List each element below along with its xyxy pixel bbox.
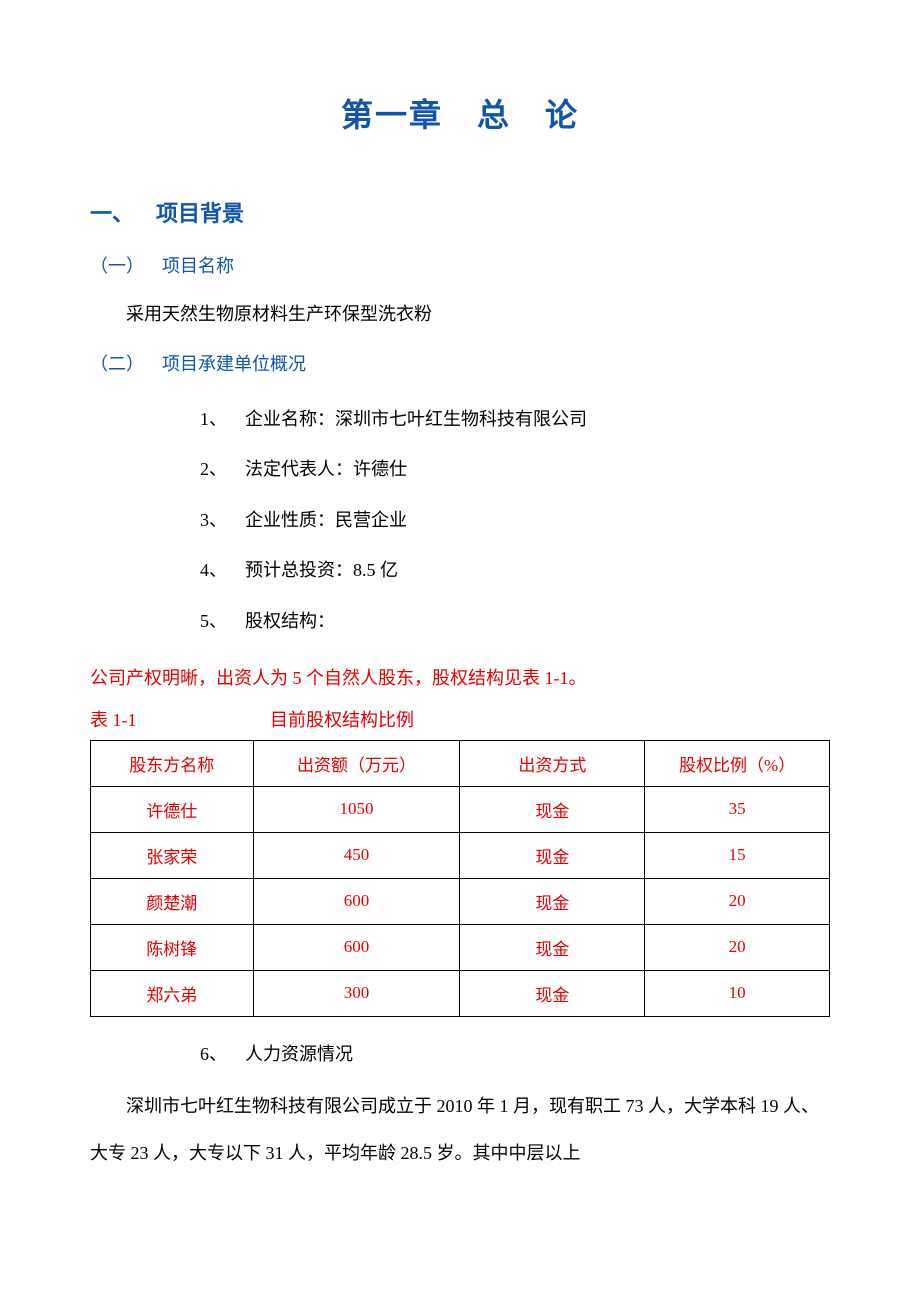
- table-cell: 15: [645, 832, 830, 878]
- hr-paragraph: 深圳市七叶红生物科技有限公司成立于 2010 年 1 月，现有职工 73 人，大…: [90, 1083, 830, 1177]
- col-method: 出资方式: [460, 740, 645, 786]
- list-item-4: 4、预计总投资：8.5 亿: [200, 545, 830, 595]
- list-text: 人力资源情况: [245, 1044, 353, 1064]
- list-num: 4、: [200, 560, 227, 580]
- table-cell: 10: [645, 970, 830, 1016]
- table-row: 张家荣450现金15: [91, 832, 830, 878]
- table-cell: 现金: [460, 832, 645, 878]
- list-text: 预计总投资：8.5 亿: [245, 560, 398, 580]
- equity-table: 股东方名称 出资额（万元） 出资方式 股权比例（%） 许德仕1050现金35张家…: [90, 740, 830, 1017]
- list-text: 股权结构：: [245, 611, 335, 631]
- col-amount: 出资额（万元）: [253, 740, 460, 786]
- table-cell: 现金: [460, 878, 645, 924]
- table-cell: 35: [645, 786, 830, 832]
- table-title: 目前股权结构比例: [270, 710, 414, 730]
- list-item-5: 5、股权结构：: [200, 596, 830, 646]
- table-cell: 20: [645, 878, 830, 924]
- document-page: 第一章 总 论 一、 项目背景 （一） 项目名称 采用天然生物原材料生产环保型洗…: [0, 0, 920, 1237]
- table-cell: 现金: [460, 970, 645, 1016]
- list-text: 企业名称：深圳市七叶红生物科技有限公司: [245, 409, 587, 429]
- equity-intro-text: 公司产权明晰，出资人为 5 个自然人股东，股权结构见表 1-1。: [90, 660, 830, 696]
- table-cell: 600: [253, 878, 460, 924]
- table-row: 郑六弟300现金10: [91, 970, 830, 1016]
- table-cell: 张家荣: [91, 832, 254, 878]
- list-item-3: 3、企业性质：民营企业: [200, 495, 830, 545]
- section-1-heading: 一、 项目背景: [90, 196, 830, 228]
- list-text: 企业性质：民营企业: [245, 510, 407, 530]
- table-cell: 颜楚潮: [91, 878, 254, 924]
- table-row: 许德仕1050现金35: [91, 786, 830, 832]
- table-header-row: 股东方名称 出资额（万元） 出资方式 股权比例（%）: [91, 740, 830, 786]
- list-item-1: 1、企业名称：深圳市七叶红生物科技有限公司: [200, 394, 830, 444]
- list-num: 3、: [200, 510, 227, 530]
- list-num: 6、: [200, 1044, 227, 1064]
- chapter-title: 第一章 总 论: [90, 90, 830, 136]
- list-num: 1、: [200, 409, 227, 429]
- table-cell: 600: [253, 924, 460, 970]
- table-cell: 现金: [460, 924, 645, 970]
- project-name-text: 采用天然生物原材料生产环保型洗衣粉: [90, 296, 830, 332]
- table-cell: 450: [253, 832, 460, 878]
- table-cell: 许德仕: [91, 786, 254, 832]
- table-cell: 陈树锋: [91, 924, 254, 970]
- subsection-1-heading: （一） 项目名称: [90, 252, 830, 278]
- list-text: 法定代表人：许德仕: [245, 459, 407, 479]
- col-shareholder: 股东方名称: [91, 740, 254, 786]
- table-cell: 1050: [253, 786, 460, 832]
- table-cell: 20: [645, 924, 830, 970]
- table-caption: 表 1-1目前股权结构比例: [90, 706, 830, 732]
- subsection-2-heading: （二） 项目承建单位概况: [90, 350, 830, 376]
- table-cell: 300: [253, 970, 460, 1016]
- list-num: 2、: [200, 459, 227, 479]
- list-item-6: 6、人力资源情况: [200, 1029, 830, 1079]
- table-number: 表 1-1: [90, 706, 270, 732]
- table-row: 陈树锋600现金20: [91, 924, 830, 970]
- list-item-2: 2、法定代表人：许德仕: [200, 444, 830, 494]
- list-num: 5、: [200, 611, 227, 631]
- table-cell: 现金: [460, 786, 645, 832]
- table-body: 许德仕1050现金35张家荣450现金15颜楚潮600现金20陈树锋600现金2…: [91, 786, 830, 1016]
- table-cell: 郑六弟: [91, 970, 254, 1016]
- table-row: 颜楚潮600现金20: [91, 878, 830, 924]
- col-ratio: 股权比例（%）: [645, 740, 830, 786]
